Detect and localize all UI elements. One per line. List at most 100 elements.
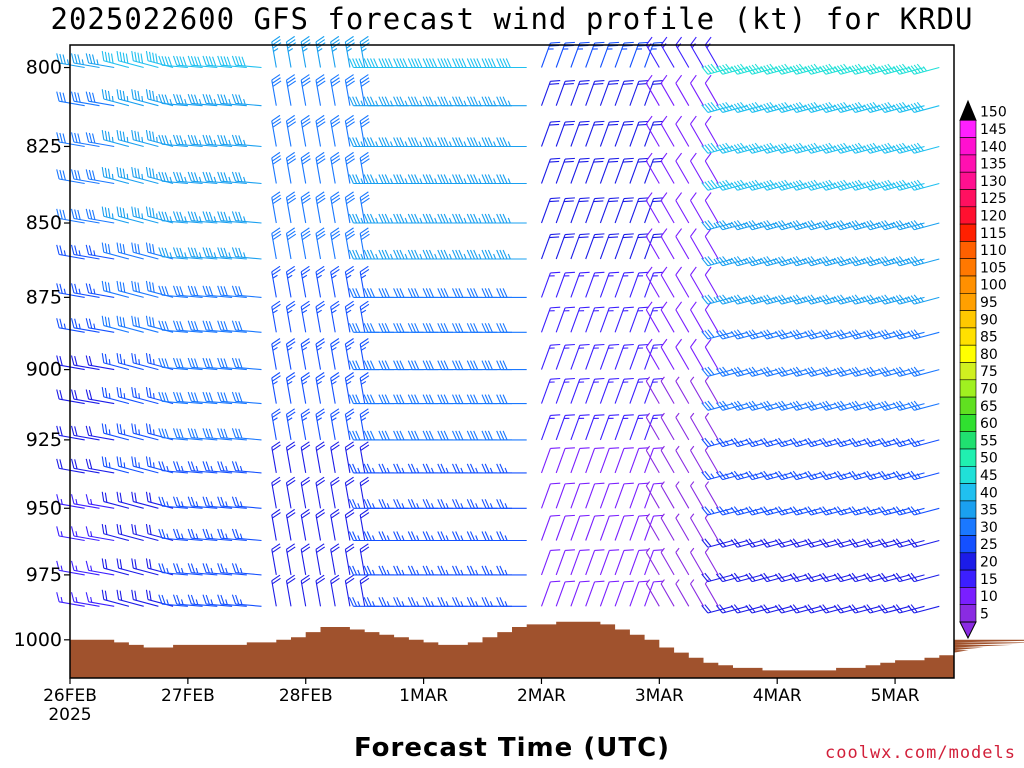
barb-flag [152,131,155,142]
barb-flag [59,283,63,294]
barb-flag [77,170,81,181]
barb-half-flag [563,310,570,312]
barb-half-flag [198,252,202,258]
barb-flag [751,256,759,265]
barb-half-flag [346,48,352,52]
wind-barb [101,50,130,69]
barb-flag [301,303,311,311]
barb-flag [443,394,449,404]
barb-flag [345,476,354,484]
barb-flag [272,230,281,238]
barb-flag [916,63,924,73]
wind-barb [704,513,719,541]
barb-flag [487,323,493,333]
barb-flag [810,294,818,303]
barb-flag [707,180,715,189]
barb-flag [848,368,856,377]
barb-staff [133,251,159,260]
barb-staff [344,514,351,541]
barb-half-flag [166,567,169,574]
barb-flag [751,143,759,152]
barb-flag [748,65,756,74]
barb-flag [907,331,915,340]
barb-flag [62,54,66,65]
barb-staff [176,572,203,576]
barb-half-flag [563,275,570,277]
barb-flag [363,597,369,607]
wind-barb [56,91,85,107]
barb-flag [134,387,137,398]
barb-flag [638,233,649,236]
barb-staff [675,552,690,576]
barb-flag [440,463,446,474]
barb-flag [74,245,78,256]
barb-flag [145,280,149,291]
barb-flag [851,295,859,304]
barb-half-flag [123,462,126,468]
barb-flag [825,64,833,73]
barb-half-flag [389,100,394,106]
barb-flag [360,158,370,165]
barb-flag [366,597,372,607]
barb-flag [609,377,620,380]
barb-flag [116,491,120,502]
barb-staff [645,552,660,576]
credit-link[interactable]: coolwx.com/models [825,743,1016,763]
barb-flag [825,180,833,189]
barb-staff [220,64,247,69]
wind-barb [231,134,262,148]
barb-flag [913,294,921,303]
barb-flag [359,227,369,234]
wind-barb [614,414,634,441]
barb-half-flag [563,417,570,420]
barb-flag [804,402,812,411]
barb-flag [730,573,738,582]
barb-flag [59,318,63,329]
wind-barb [644,377,664,404]
barb-flag [851,220,859,230]
barb-flag [104,424,108,435]
barb-flag [774,66,783,75]
barb-flag [107,244,111,255]
barb-staff [599,81,610,106]
barb-flag [330,512,340,519]
colorbar-label: 130 [980,174,1007,190]
barb-staff [675,160,690,184]
barb-half-flag [507,100,511,106]
wind-barb [644,414,664,441]
barb-staff [555,121,566,147]
barb-flag [455,360,461,370]
barb-staff [88,100,115,107]
x-tick-label: 5MAR [871,686,920,706]
barb-flag [286,155,296,162]
barb-flag [396,499,402,509]
barb-staff [540,272,551,298]
barb-flag [152,244,155,255]
barb-flag [866,295,874,304]
barb-flag [355,288,361,298]
barb-half-flag [239,567,243,574]
barb-flag [745,221,753,231]
barb-flag [352,360,358,370]
barb-half-flag [675,547,680,553]
barb-flag [645,301,653,311]
barb-staff [675,274,690,298]
barb-half-flag [675,481,680,487]
barb-flag [715,257,724,267]
barb-half-flag [332,48,338,52]
barb-flag [854,102,862,112]
barb-flag [440,565,446,576]
barb-half-flag [360,141,364,147]
barb-flag [348,499,354,509]
barb-flag [822,144,830,153]
barb-staff [176,400,203,405]
barb-half-flag [331,380,337,385]
wind-barb [85,389,115,405]
barb-half-flag [180,501,184,507]
wind-barb [116,166,144,185]
barb-half-flag [875,297,880,302]
barb-flag [733,144,741,153]
wind-barb [101,423,130,441]
barb-flag [836,65,845,74]
wind-barb [496,137,527,148]
